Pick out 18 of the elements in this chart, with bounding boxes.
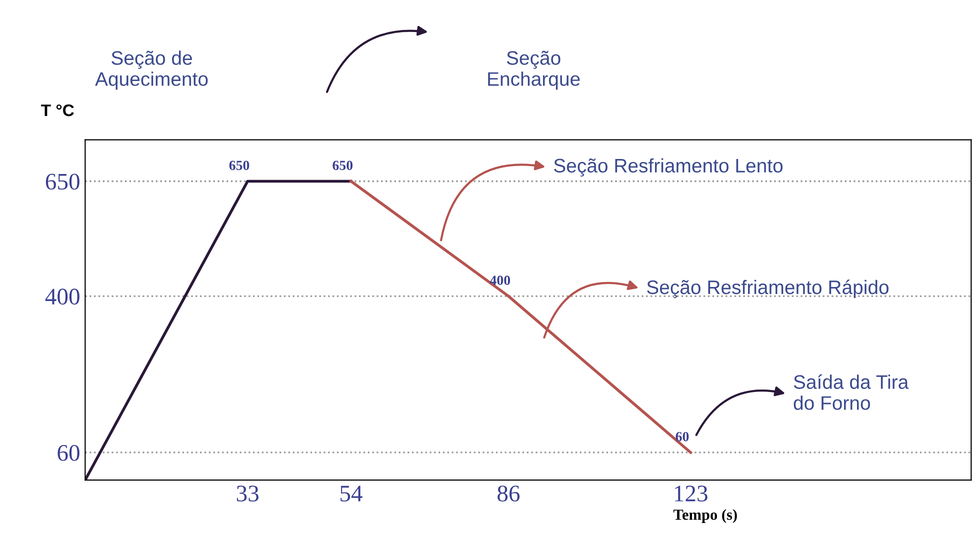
- data-label: 60: [676, 432, 689, 442]
- annotation: Seção Resfriamento Rápido: [647, 280, 889, 298]
- data-label: 400: [490, 276, 510, 286]
- x-tick-label: 86: [498, 486, 520, 502]
- data-label: 650: [229, 160, 250, 170]
- y-axis-title: T °C: [41, 104, 74, 116]
- annotation: Saída da Tira do Forno: [794, 374, 909, 410]
- text: Seção Encharque: [488, 50, 580, 90]
- x-tick-label: 33: [236, 486, 258, 502]
- y-tick-label: 60: [58, 444, 80, 461]
- annotation: Seção Resfriamento Lento: [554, 158, 783, 177]
- y-tick-label: 650: [46, 174, 80, 190]
- x-tick-label: 54: [340, 486, 362, 502]
- data-label: 650: [332, 160, 353, 170]
- x-tick-label: 123: [674, 486, 708, 502]
- x-axis-title: Tempo (s): [673, 509, 737, 523]
- text: Seção de Aquecimento: [95, 50, 208, 90]
- y-tick-label: 400: [45, 288, 80, 305]
